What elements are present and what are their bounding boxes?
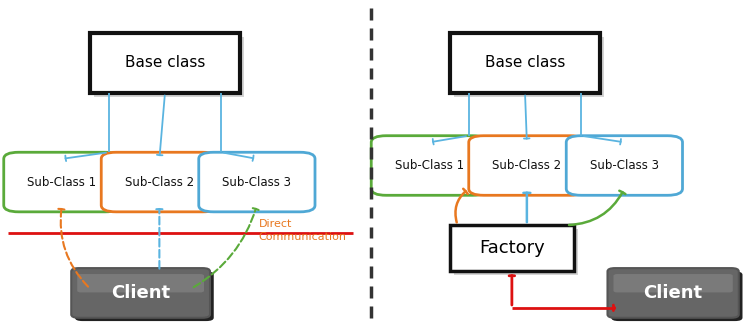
FancyBboxPatch shape [94, 37, 244, 97]
FancyBboxPatch shape [371, 136, 488, 195]
FancyBboxPatch shape [450, 33, 600, 93]
FancyBboxPatch shape [608, 268, 739, 318]
FancyBboxPatch shape [77, 274, 204, 293]
Text: Base class: Base class [484, 55, 566, 71]
Text: Sub-Class 2: Sub-Class 2 [124, 175, 194, 189]
FancyBboxPatch shape [209, 159, 310, 212]
FancyBboxPatch shape [75, 271, 214, 321]
Text: Sub-Class 1: Sub-Class 1 [394, 159, 464, 172]
FancyBboxPatch shape [14, 159, 116, 212]
Text: Client: Client [644, 284, 703, 302]
FancyBboxPatch shape [454, 37, 604, 97]
FancyBboxPatch shape [577, 142, 678, 195]
FancyBboxPatch shape [4, 152, 120, 212]
Text: Sub-Class 3: Sub-Class 3 [222, 175, 291, 189]
FancyBboxPatch shape [90, 33, 240, 93]
Text: Client: Client [111, 284, 170, 302]
FancyBboxPatch shape [614, 274, 733, 293]
Text: Sub-Class 2: Sub-Class 2 [492, 159, 562, 172]
FancyBboxPatch shape [199, 152, 315, 212]
FancyBboxPatch shape [479, 142, 580, 195]
FancyBboxPatch shape [611, 271, 742, 321]
FancyBboxPatch shape [101, 152, 217, 212]
Text: Factory: Factory [479, 239, 544, 257]
Text: Sub-Class 3: Sub-Class 3 [590, 159, 658, 172]
FancyBboxPatch shape [382, 142, 483, 195]
FancyBboxPatch shape [566, 136, 682, 195]
FancyBboxPatch shape [112, 159, 213, 212]
FancyBboxPatch shape [450, 225, 574, 271]
Text: Base class: Base class [124, 55, 206, 71]
FancyBboxPatch shape [71, 268, 210, 318]
Text: Sub-Class 1: Sub-Class 1 [27, 175, 97, 189]
Text: Communication: Communication [259, 232, 347, 242]
FancyBboxPatch shape [469, 136, 585, 195]
FancyBboxPatch shape [454, 229, 578, 275]
Text: Direct: Direct [259, 219, 292, 229]
